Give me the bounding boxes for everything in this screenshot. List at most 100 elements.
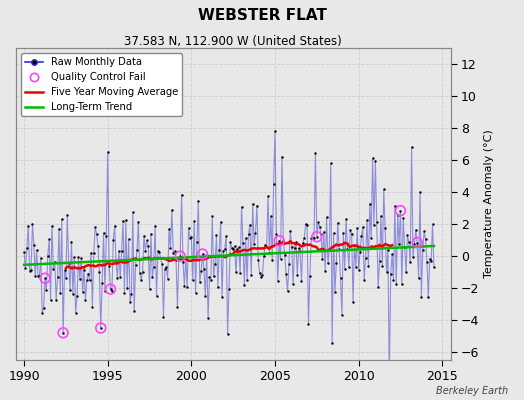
Point	[133, 247, 141, 254]
Point	[48, 223, 56, 229]
Point	[416, 189, 424, 195]
Point	[367, 235, 375, 242]
Point	[405, 239, 413, 245]
Point	[283, 288, 292, 295]
Point	[80, 266, 88, 273]
Point	[332, 259, 341, 266]
Point	[197, 268, 205, 274]
Legend: Raw Monthly Data, Quality Control Fail, Five Year Moving Average, Long-Term Tren: Raw Monthly Data, Quality Control Fail, …	[21, 53, 182, 116]
Point	[350, 242, 358, 248]
Point	[272, 230, 280, 237]
Point	[331, 289, 339, 295]
Point	[240, 282, 248, 288]
Point	[274, 277, 282, 284]
Point	[138, 269, 147, 276]
Point	[111, 223, 119, 229]
Point	[210, 273, 218, 279]
Point	[58, 216, 66, 222]
Point	[223, 331, 232, 337]
Point	[232, 269, 240, 276]
Point	[112, 259, 121, 266]
Point	[137, 277, 145, 283]
Point	[246, 222, 254, 228]
Point	[313, 234, 321, 240]
Point	[23, 245, 31, 251]
Point	[413, 239, 421, 246]
Point	[321, 268, 330, 274]
Point	[366, 200, 374, 207]
Point	[151, 223, 159, 229]
Point	[189, 277, 197, 284]
Point	[81, 297, 90, 303]
Point	[282, 271, 290, 278]
Point	[396, 208, 405, 214]
Point	[187, 234, 195, 240]
Point	[244, 231, 253, 238]
Point	[356, 249, 364, 256]
Point	[214, 284, 222, 291]
Point	[70, 254, 79, 260]
Point	[247, 272, 256, 278]
Point	[219, 248, 227, 254]
Point	[20, 249, 28, 255]
Point	[301, 221, 310, 227]
Point	[264, 193, 272, 199]
Point	[95, 269, 104, 275]
Point	[271, 128, 279, 134]
Point	[212, 232, 221, 238]
Point	[419, 247, 427, 254]
Point	[34, 273, 42, 279]
Point	[383, 269, 391, 275]
Point	[106, 286, 115, 292]
Point	[377, 213, 385, 219]
Point	[318, 256, 326, 262]
Point	[132, 262, 140, 268]
Point	[309, 235, 317, 242]
Point	[201, 293, 210, 299]
Point	[237, 204, 246, 210]
Point	[353, 224, 362, 231]
Point	[317, 231, 325, 238]
Point	[35, 273, 43, 279]
Point	[88, 304, 96, 310]
Point	[71, 309, 80, 316]
Point	[425, 256, 434, 262]
Point	[417, 293, 425, 300]
Point	[141, 248, 149, 254]
Point	[143, 237, 151, 244]
Point	[330, 230, 338, 236]
Point	[339, 230, 347, 236]
Point	[276, 256, 285, 262]
Point	[152, 293, 161, 299]
Point	[322, 214, 331, 220]
Point	[375, 258, 384, 264]
Point	[194, 198, 202, 204]
Point	[305, 272, 314, 279]
Point	[408, 144, 416, 150]
Text: WEBSTER FLAT: WEBSTER FLAT	[198, 8, 326, 23]
Point	[149, 264, 158, 270]
Point	[42, 286, 51, 293]
Point	[279, 238, 288, 244]
Point	[195, 279, 204, 285]
Point	[326, 160, 335, 166]
Point	[424, 294, 432, 300]
Point	[56, 290, 64, 296]
Point	[204, 314, 212, 321]
Point	[289, 281, 297, 288]
Point	[374, 284, 383, 291]
Point	[85, 277, 94, 284]
Point	[349, 298, 357, 305]
Point	[313, 234, 321, 240]
Point	[409, 254, 417, 260]
Point	[280, 252, 289, 258]
Point	[115, 248, 123, 254]
Point	[379, 186, 388, 192]
Point	[299, 240, 307, 246]
Point	[364, 262, 373, 269]
Point	[37, 255, 45, 261]
Point	[325, 246, 334, 252]
Point	[216, 219, 225, 226]
Point	[67, 238, 75, 245]
Point	[98, 280, 106, 286]
